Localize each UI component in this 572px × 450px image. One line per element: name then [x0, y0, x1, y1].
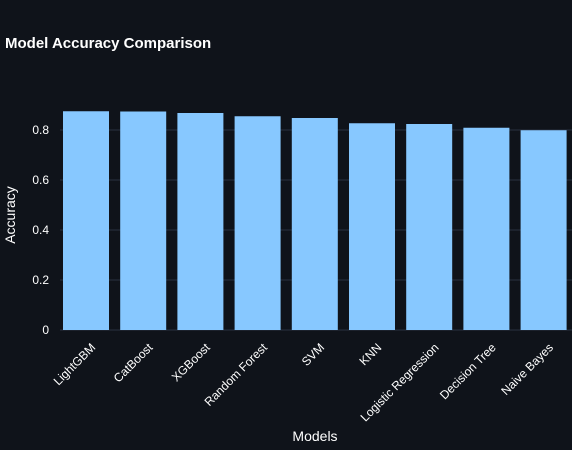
x-tick-label: Naive Bayes: [498, 340, 556, 398]
x-tick-label: XGBoost: [169, 340, 213, 384]
x-tick-label: Decision Tree: [437, 340, 499, 402]
bar-naive-bayes: [520, 130, 567, 330]
x-axis-label: Models: [292, 428, 337, 444]
bars: [63, 111, 567, 330]
y-tick-labels: 0 0.2 0.4 0.6 0.8: [32, 123, 49, 337]
bar-xgboost: [177, 113, 224, 330]
bar-lightgbm: [63, 111, 109, 330]
y-tick-label: 0: [42, 323, 49, 337]
bar-decision-tree: [463, 127, 510, 330]
y-axis-label: Accuracy: [2, 186, 18, 244]
x-tick-label: KNN: [357, 340, 385, 368]
bar-catboost: [120, 111, 167, 330]
bar-random-forest: [234, 116, 281, 330]
x-tick-label: SVM: [299, 340, 327, 368]
x-tick-label: LightGBM: [51, 340, 99, 388]
y-tick-label: 0.8: [32, 123, 49, 137]
bar-logistic-regression: [406, 124, 453, 330]
y-tick-label: 0.6: [32, 173, 49, 187]
bar-svm: [291, 118, 338, 330]
y-tick-label: 0.4: [32, 223, 49, 237]
x-tick-label: CatBoost: [111, 340, 156, 385]
chart-title: Model Accuracy Comparison: [5, 35, 212, 52]
bar-knn: [349, 123, 395, 330]
y-tick-label: 0.2: [32, 273, 49, 287]
